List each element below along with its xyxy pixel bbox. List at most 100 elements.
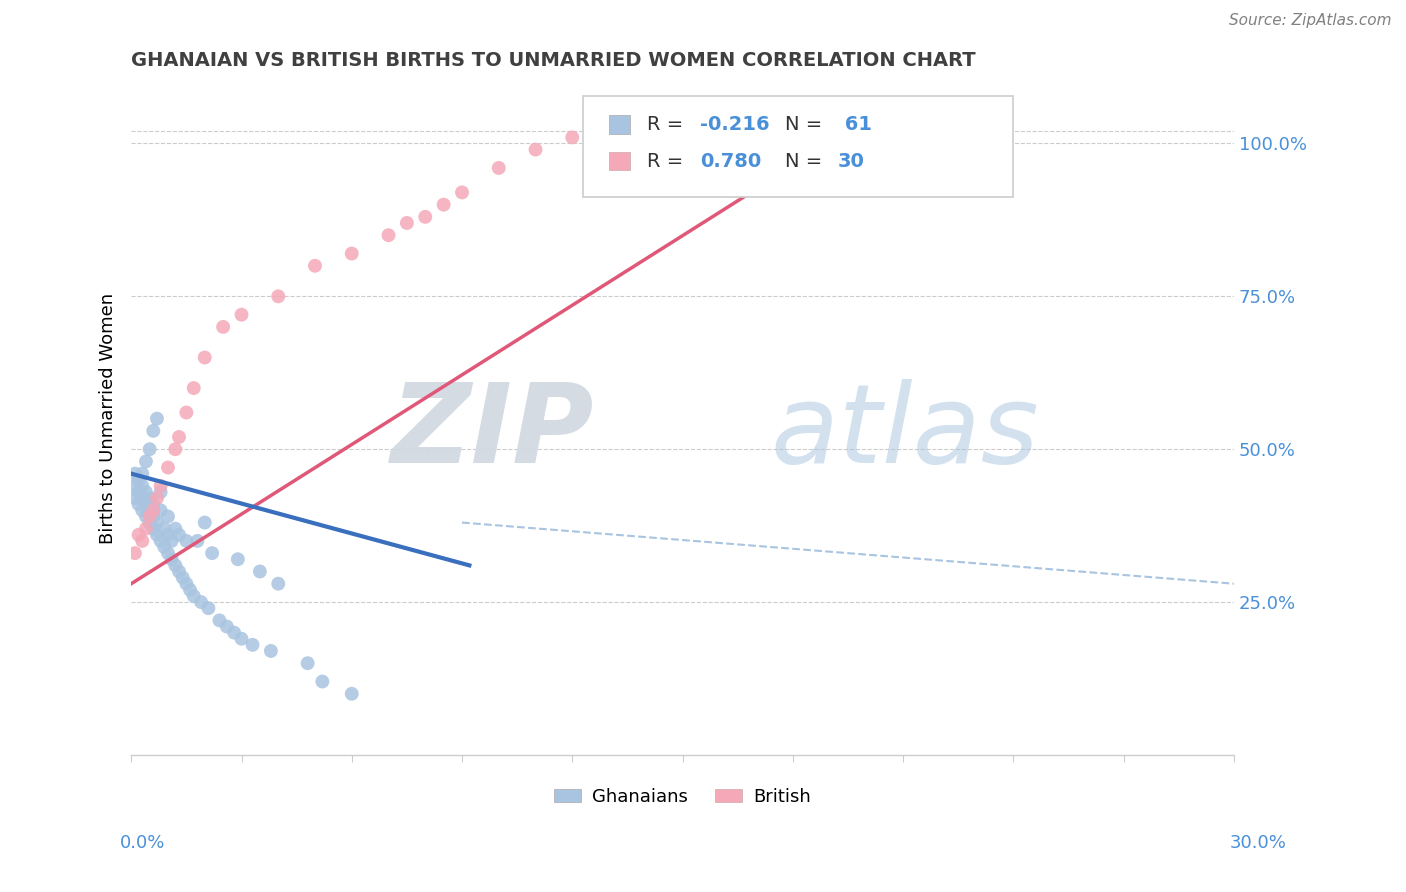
Text: R =: R = bbox=[647, 152, 689, 170]
Text: ZIP: ZIP bbox=[391, 378, 595, 485]
Point bbox=[818, 130, 841, 145]
Point bbox=[176, 576, 198, 591]
Point bbox=[149, 485, 172, 500]
Point bbox=[149, 533, 172, 548]
Point bbox=[201, 546, 224, 560]
Point bbox=[433, 197, 456, 211]
Point bbox=[215, 619, 238, 633]
Point bbox=[138, 509, 160, 524]
Text: 30: 30 bbox=[838, 152, 865, 170]
Point bbox=[231, 632, 253, 646]
Point bbox=[131, 491, 153, 505]
Point bbox=[135, 454, 157, 468]
Point bbox=[135, 522, 157, 536]
Point bbox=[340, 687, 363, 701]
Point bbox=[156, 460, 179, 475]
Point bbox=[131, 467, 153, 481]
Point bbox=[142, 522, 165, 536]
Text: 0.780: 0.780 bbox=[700, 152, 761, 170]
Point bbox=[146, 491, 169, 505]
Point bbox=[488, 161, 510, 175]
Point bbox=[156, 528, 179, 542]
Point bbox=[340, 246, 363, 260]
Point bbox=[167, 528, 190, 542]
Point bbox=[413, 210, 436, 224]
Point bbox=[689, 130, 711, 145]
Point bbox=[124, 491, 146, 505]
Point bbox=[131, 479, 153, 493]
Point bbox=[128, 497, 150, 511]
Point bbox=[135, 485, 157, 500]
Text: R =: R = bbox=[647, 115, 689, 134]
Point bbox=[138, 491, 160, 505]
Point bbox=[176, 405, 198, 419]
Point bbox=[212, 319, 235, 334]
Point bbox=[165, 522, 187, 536]
Point bbox=[124, 546, 146, 560]
Text: -0.216: -0.216 bbox=[700, 115, 769, 134]
Point bbox=[194, 351, 217, 365]
Point bbox=[142, 503, 165, 517]
Point bbox=[561, 130, 583, 145]
Point bbox=[153, 522, 176, 536]
Text: N =: N = bbox=[785, 152, 828, 170]
Point bbox=[128, 473, 150, 487]
Point bbox=[135, 497, 157, 511]
Point bbox=[124, 467, 146, 481]
Point bbox=[142, 509, 165, 524]
Point bbox=[138, 442, 160, 457]
Point bbox=[524, 143, 547, 157]
Point bbox=[138, 503, 160, 517]
Text: 61: 61 bbox=[838, 115, 872, 134]
Point bbox=[124, 479, 146, 493]
Point bbox=[197, 601, 219, 615]
Point bbox=[142, 497, 165, 511]
Point bbox=[146, 411, 169, 425]
Point bbox=[156, 546, 179, 560]
Point bbox=[183, 589, 205, 603]
Point bbox=[153, 540, 176, 554]
Text: Source: ZipAtlas.com: Source: ZipAtlas.com bbox=[1229, 13, 1392, 29]
Bar bbox=[609, 152, 630, 170]
Text: N =: N = bbox=[785, 115, 828, 134]
Point bbox=[149, 503, 172, 517]
Point bbox=[311, 674, 333, 689]
Point bbox=[167, 430, 190, 444]
Point bbox=[138, 516, 160, 530]
Text: atlas: atlas bbox=[770, 378, 1039, 485]
Point bbox=[208, 614, 231, 628]
Point bbox=[304, 259, 326, 273]
Point bbox=[224, 625, 246, 640]
Point bbox=[131, 503, 153, 517]
Point bbox=[165, 558, 187, 573]
Point bbox=[142, 424, 165, 438]
Point bbox=[194, 516, 217, 530]
Point bbox=[128, 528, 150, 542]
Point bbox=[297, 656, 319, 670]
Point bbox=[179, 582, 201, 597]
Point bbox=[176, 533, 198, 548]
Point bbox=[135, 509, 157, 524]
Bar bbox=[609, 115, 630, 134]
Point bbox=[598, 149, 620, 163]
Y-axis label: Births to Unmarried Women: Births to Unmarried Women bbox=[100, 293, 117, 544]
Point bbox=[165, 442, 187, 457]
Text: 30.0%: 30.0% bbox=[1230, 834, 1286, 852]
Point bbox=[267, 576, 290, 591]
Point bbox=[451, 186, 474, 200]
Point bbox=[146, 528, 169, 542]
Point bbox=[160, 533, 183, 548]
Point bbox=[160, 552, 183, 566]
Point bbox=[231, 308, 253, 322]
FancyBboxPatch shape bbox=[583, 95, 1014, 196]
Point bbox=[167, 565, 190, 579]
Point bbox=[242, 638, 264, 652]
Point bbox=[267, 289, 290, 303]
Point bbox=[226, 552, 249, 566]
Point bbox=[183, 381, 205, 395]
Legend: Ghanaians, British: Ghanaians, British bbox=[547, 780, 818, 814]
Point bbox=[186, 533, 208, 548]
Text: 0.0%: 0.0% bbox=[120, 834, 165, 852]
Point bbox=[260, 644, 283, 658]
Point bbox=[128, 485, 150, 500]
